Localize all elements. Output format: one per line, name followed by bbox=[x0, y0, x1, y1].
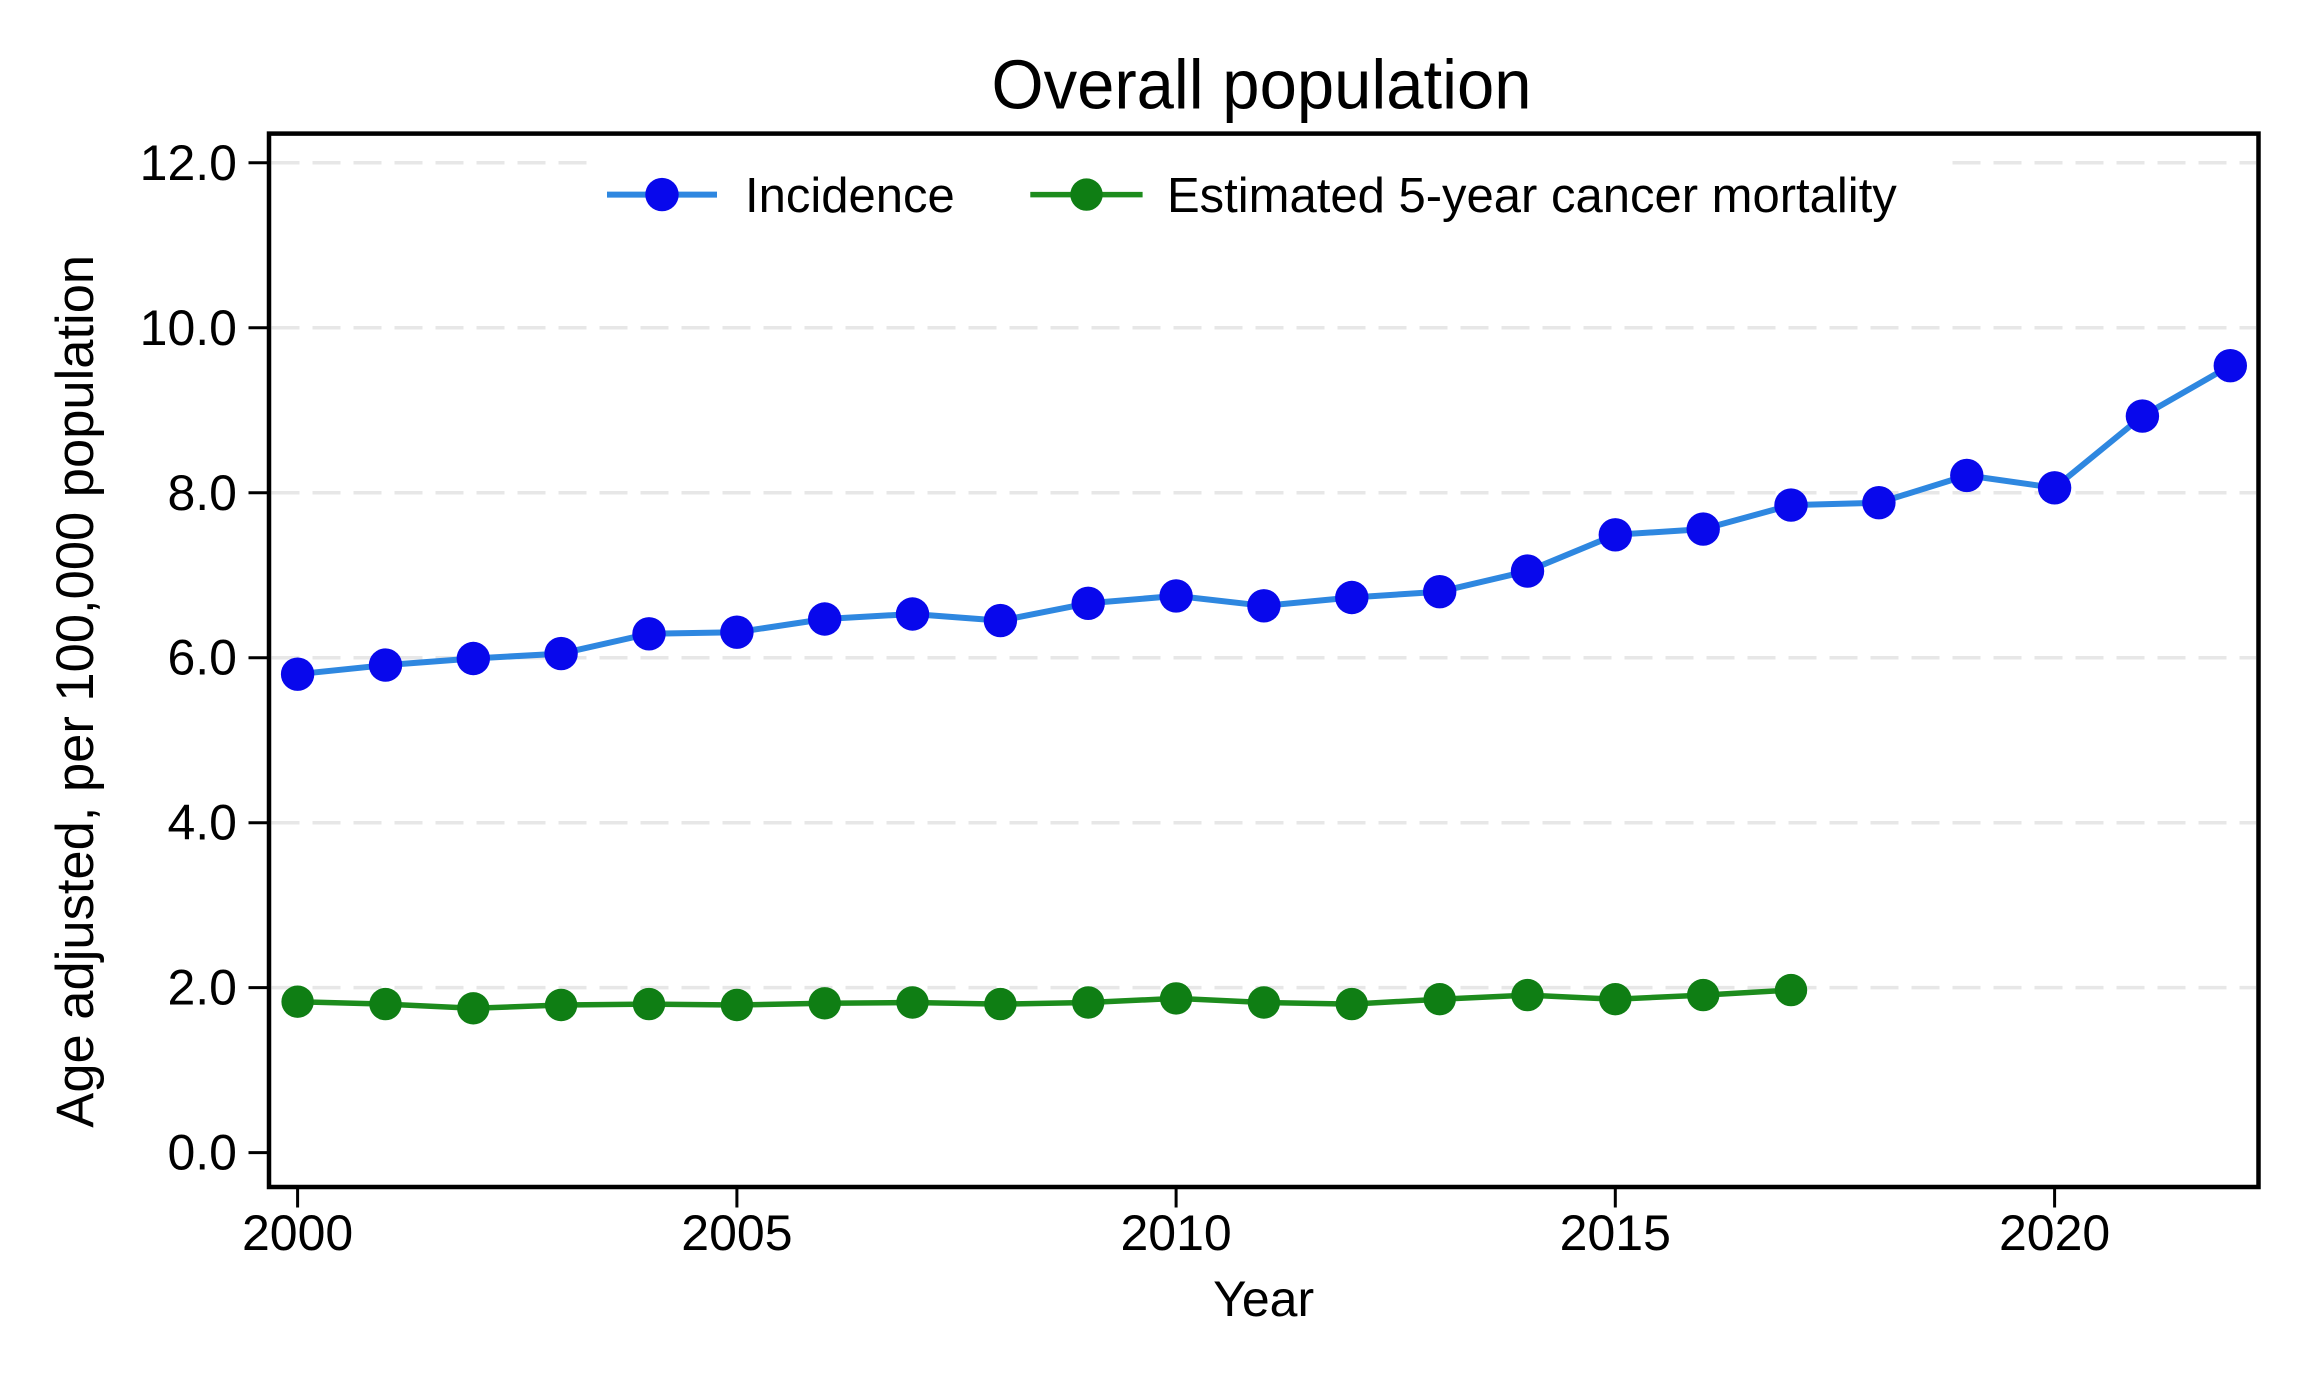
svg-text:Age adjusted, per 100,000 popu: Age adjusted, per 100,000 population bbox=[46, 255, 105, 1128]
svg-text:10.0: 10.0 bbox=[140, 300, 237, 356]
svg-text:2020: 2020 bbox=[1999, 1205, 2110, 1261]
svg-text:2000: 2000 bbox=[242, 1205, 353, 1261]
svg-text:4.0: 4.0 bbox=[167, 795, 237, 851]
svg-text:2005: 2005 bbox=[681, 1205, 792, 1261]
svg-text:8.0: 8.0 bbox=[167, 465, 237, 521]
svg-text:Overall population: Overall population bbox=[992, 46, 1532, 124]
svg-text:Estimated 5-year cancer mortal: Estimated 5-year cancer mortality bbox=[1167, 169, 1897, 223]
svg-text:6.0: 6.0 bbox=[167, 630, 237, 686]
svg-text:2010: 2010 bbox=[1120, 1205, 1231, 1261]
svg-text:12.0: 12.0 bbox=[140, 135, 237, 191]
svg-text:Year: Year bbox=[1213, 1271, 1314, 1327]
svg-text:2015: 2015 bbox=[1560, 1205, 1671, 1261]
svg-text:2.0: 2.0 bbox=[167, 960, 237, 1016]
svg-text:Incidence: Incidence bbox=[745, 169, 955, 223]
svg-text:0.0: 0.0 bbox=[167, 1125, 237, 1181]
